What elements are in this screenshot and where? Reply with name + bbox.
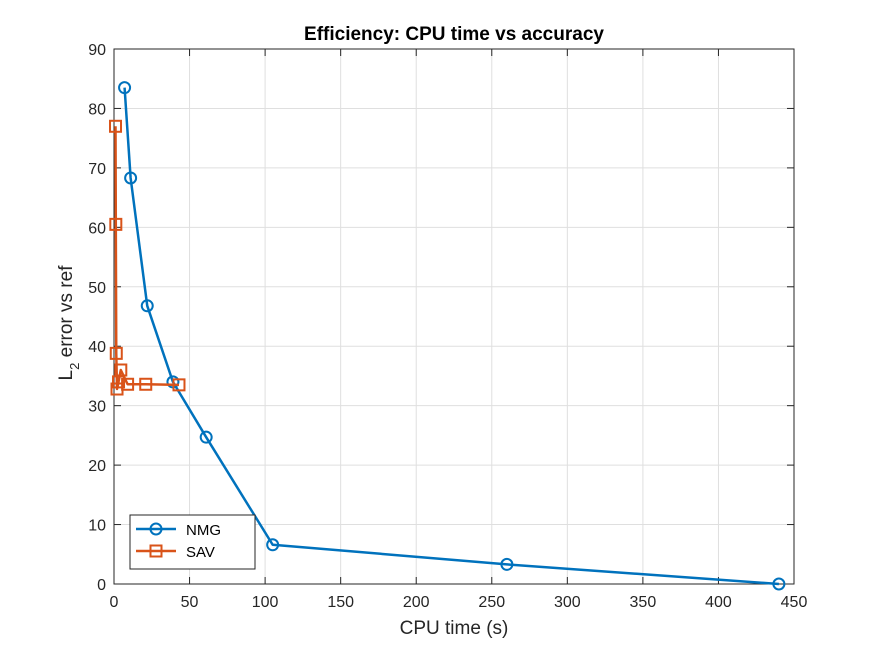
y-tick-label: 20 [88,458,106,475]
x-tick-label: 400 [705,594,732,611]
series-line-sav [114,126,180,391]
y-tick-label: 50 [88,280,106,297]
y-axis-label-main: L [56,370,77,381]
x-tick-label: 50 [181,594,199,611]
data-point-sav [109,217,123,231]
y-tick-label: 10 [88,518,106,535]
y-tick-label: 30 [88,399,106,416]
x-tick-label: 350 [630,594,657,611]
data-point-nmg [266,538,280,552]
legend-label-nmg: NMG [186,522,221,539]
y-tick-label: 80 [88,101,106,118]
x-tick-label: 0 [110,594,119,611]
plot-area-frame [113,48,795,585]
series-line-nmg [123,87,779,586]
y-tick-label: 40 [88,339,106,356]
x-tick-label: 250 [478,594,505,611]
x-axis-label: CPU time (s) [400,618,509,639]
data-point-sav [139,377,153,391]
legend-marker-sav [149,544,163,558]
legend: NMG SAV [129,514,256,570]
series-layer [109,81,786,591]
data-point-sav [121,377,135,391]
legend-marker-nmg [149,522,163,536]
data-point-sav [172,378,186,392]
x-tick-label: 300 [554,594,581,611]
legend-label-sav: SAV [186,544,215,561]
y-tick-label: 70 [88,161,106,178]
y-axis-label: L2 error vs ref [56,265,82,381]
data-point-nmg [118,81,132,95]
y-tick-label: 0 [97,577,106,594]
series-nmg [118,81,786,591]
data-point-sav [109,346,123,360]
x-tick-label: 150 [327,594,354,611]
data-point-nmg [772,577,786,591]
chart-title: Efficiency: CPU time vs accuracy [304,24,604,45]
x-tick-label: 200 [403,594,430,611]
data-point-nmg [500,557,514,571]
data-point-nmg [199,430,213,444]
x-tick-label: 450 [781,594,808,611]
grid [113,48,795,585]
y-tick-label: 60 [88,220,106,237]
series-sav [109,119,186,396]
x-tick-label: 100 [252,594,279,611]
data-point-nmg [124,171,138,185]
axis-ticks: 0 50 100 150 200 250 300 350 400 450 0 10 20 30 40 50 60… [88,42,807,611]
y-axis-label-rest: error vs ref [56,265,77,363]
legend-box [129,514,256,570]
y-tick-label: 90 [88,42,106,59]
data-point-sav [114,363,128,377]
data-point-sav [109,119,123,133]
data-point-nmg [140,299,154,313]
y-axis-label-subscript: 2 [67,363,82,370]
